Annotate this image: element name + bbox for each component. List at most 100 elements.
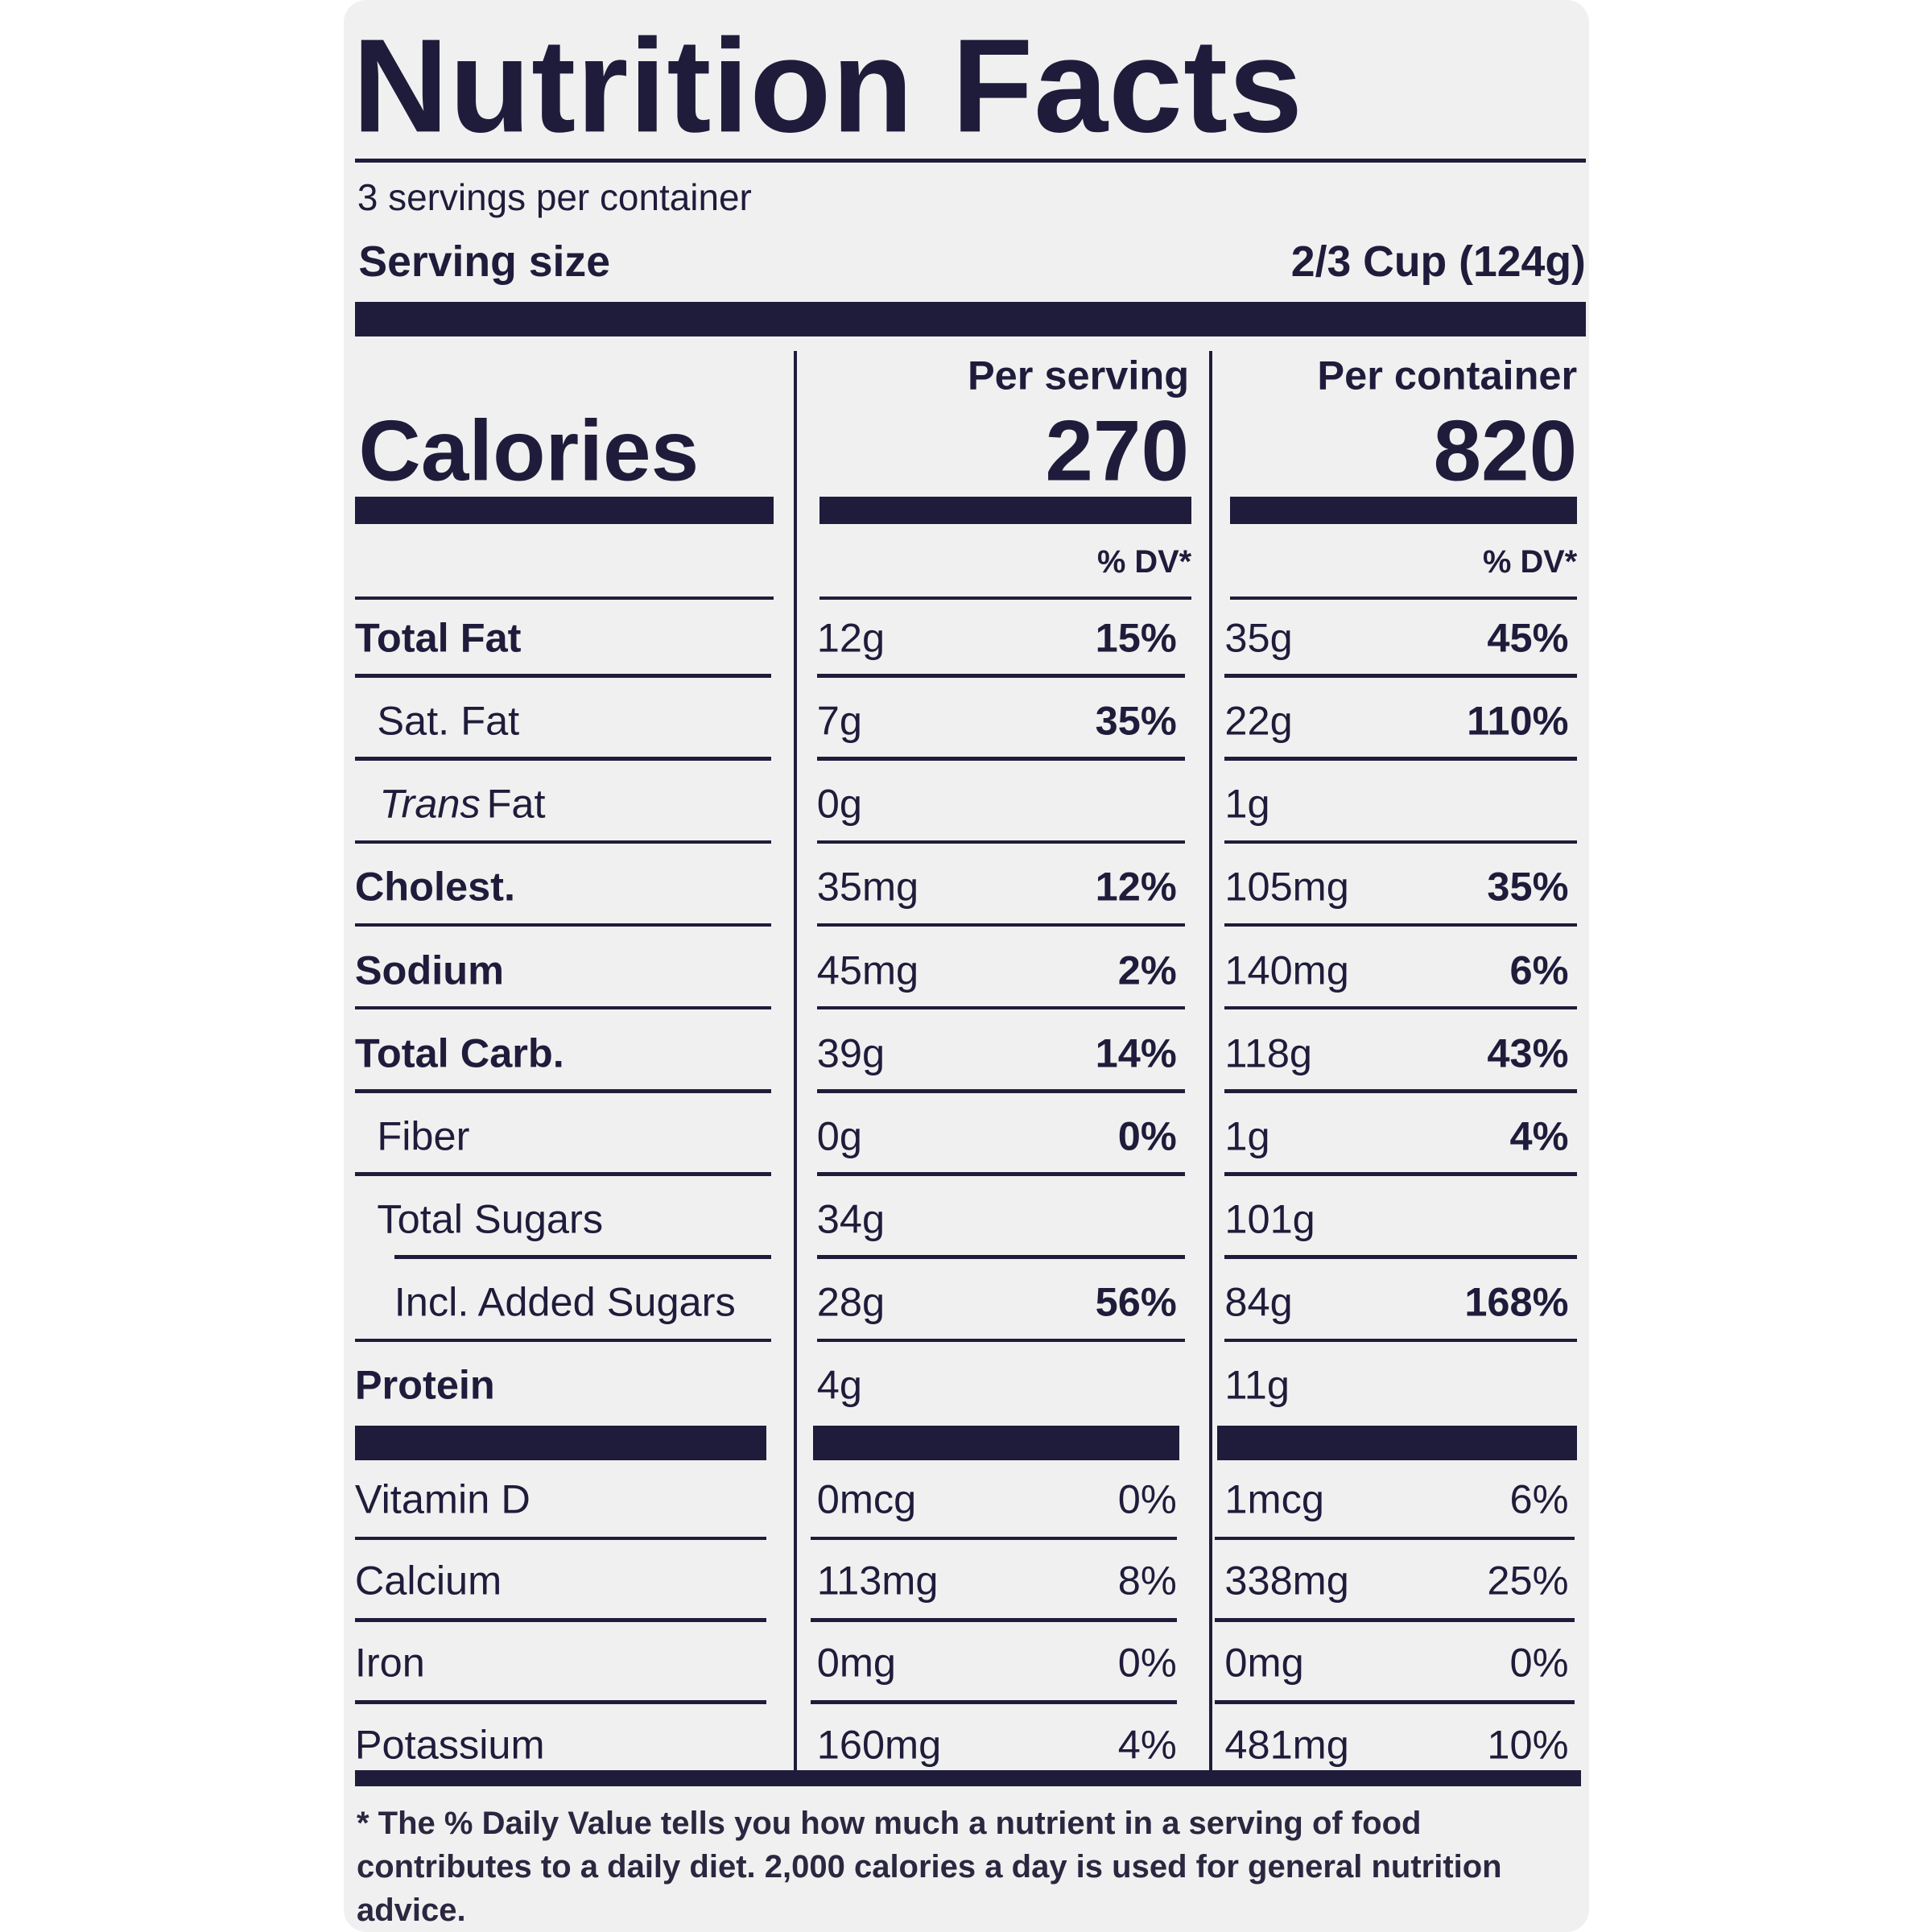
daily-value: 10% [1487,1721,1569,1768]
rule [816,1089,1186,1093]
rule [816,923,1186,927]
rule [1224,1338,1578,1343]
amount: 101g [1224,1195,1315,1242]
amount: 481mg [1224,1721,1349,1768]
rule [811,1618,1177,1622]
rule [1229,596,1578,601]
nutrient-name: Trans [379,780,481,827]
nutrition-label [344,0,1589,1932]
footnote: * The % Daily Value tells you how much a… [357,1806,1502,1928]
rule [816,1338,1186,1343]
column-divider [1208,351,1213,1771]
rule [819,596,1192,601]
column-header: Per serving [967,352,1190,398]
daily-value: 0% [1117,1476,1177,1522]
servings: 3 servings per container [357,176,752,219]
thick-rule [354,496,774,524]
amount: 1mcg [1224,1476,1324,1522]
daily-value: 0% [1117,1639,1177,1686]
calories-value: 820 [1433,402,1578,499]
daily-value: 4% [1509,1113,1569,1159]
dv-header: % DV* [1483,544,1578,580]
amount: 140mg [1224,947,1349,993]
rule [1224,1172,1578,1176]
amount: 7g [816,697,862,744]
rule [1215,1618,1575,1622]
rule [1224,1089,1578,1093]
calories-label: Calories [358,402,700,499]
rule [1224,840,1578,844]
amount: 34g [816,1195,886,1242]
thick-rule [819,496,1192,524]
rule [354,1005,772,1010]
amount: 105mg [1224,864,1349,910]
daily-value: 43% [1487,1030,1569,1076]
amount: 22g [1224,697,1293,744]
rule [1215,1699,1575,1704]
thick-rule [813,1425,1179,1460]
thick-rule [1229,496,1578,524]
amount: 338mg [1224,1558,1349,1604]
amount: 0mg [816,1639,897,1686]
daily-value: 56% [1095,1278,1177,1325]
rule [811,1536,1177,1541]
rule [354,1618,767,1622]
rule [354,674,772,678]
rule [354,1089,772,1093]
amount: 39g [816,1030,886,1076]
rule [816,1005,1186,1010]
amount: 118g [1224,1030,1313,1076]
daily-value: 168% [1464,1278,1569,1325]
daily-value: 35% [1487,864,1569,910]
rule [394,1255,772,1259]
thick-rule [354,302,1586,336]
rule [354,923,772,927]
daily-value: 14% [1095,1030,1177,1076]
amount: 0g [816,780,862,827]
daily-value: 4% [1117,1721,1177,1768]
rule [354,1172,772,1176]
amount: 28g [816,1278,886,1325]
amount: 35g [1224,614,1293,661]
nutrient-name: Incl. Added Sugars [394,1278,736,1325]
daily-value: 0% [1509,1639,1569,1686]
serving-size-label: Serving size [358,238,610,287]
rule [354,1536,767,1541]
amount: 113mg [816,1558,939,1604]
thick-rule [354,1425,767,1460]
nutrient-name: Potassium [354,1721,545,1768]
nutrient-name: Protein [354,1362,495,1409]
daily-value: 6% [1509,947,1569,993]
column-header: Per container [1317,352,1578,398]
rule [816,757,1186,761]
rule [811,1699,1177,1704]
rule [354,1699,767,1704]
daily-value: 35% [1095,697,1177,744]
nutrient-name: Iron [354,1639,425,1686]
rule [816,674,1186,678]
rule [354,1338,772,1343]
amount: 12g [816,614,886,661]
nutrient-name: Fiber [377,1113,470,1159]
amount: 0mcg [816,1476,917,1522]
nutrient-name: Vitamin D [354,1476,530,1522]
amount: 45mg [816,947,919,993]
rule [354,757,772,761]
title: Nutrition Facts [352,11,1304,161]
rule [354,159,1586,163]
amount: 0mg [1224,1639,1304,1686]
nutrient-name: Sat. Fat [377,697,520,744]
rule [1224,1005,1578,1010]
nutrient-name: Total Carb. [354,1030,564,1076]
amount: 11g [1224,1362,1290,1409]
rule [816,1255,1186,1259]
rule [1224,1255,1578,1259]
rule [1224,757,1578,761]
amount: 1g [1224,780,1270,827]
daily-value: 8% [1117,1558,1177,1604]
daily-value: 45% [1487,614,1569,661]
rule [816,840,1186,844]
amount: 160mg [816,1721,942,1768]
nutrient-name: Total Sugars [377,1195,604,1242]
